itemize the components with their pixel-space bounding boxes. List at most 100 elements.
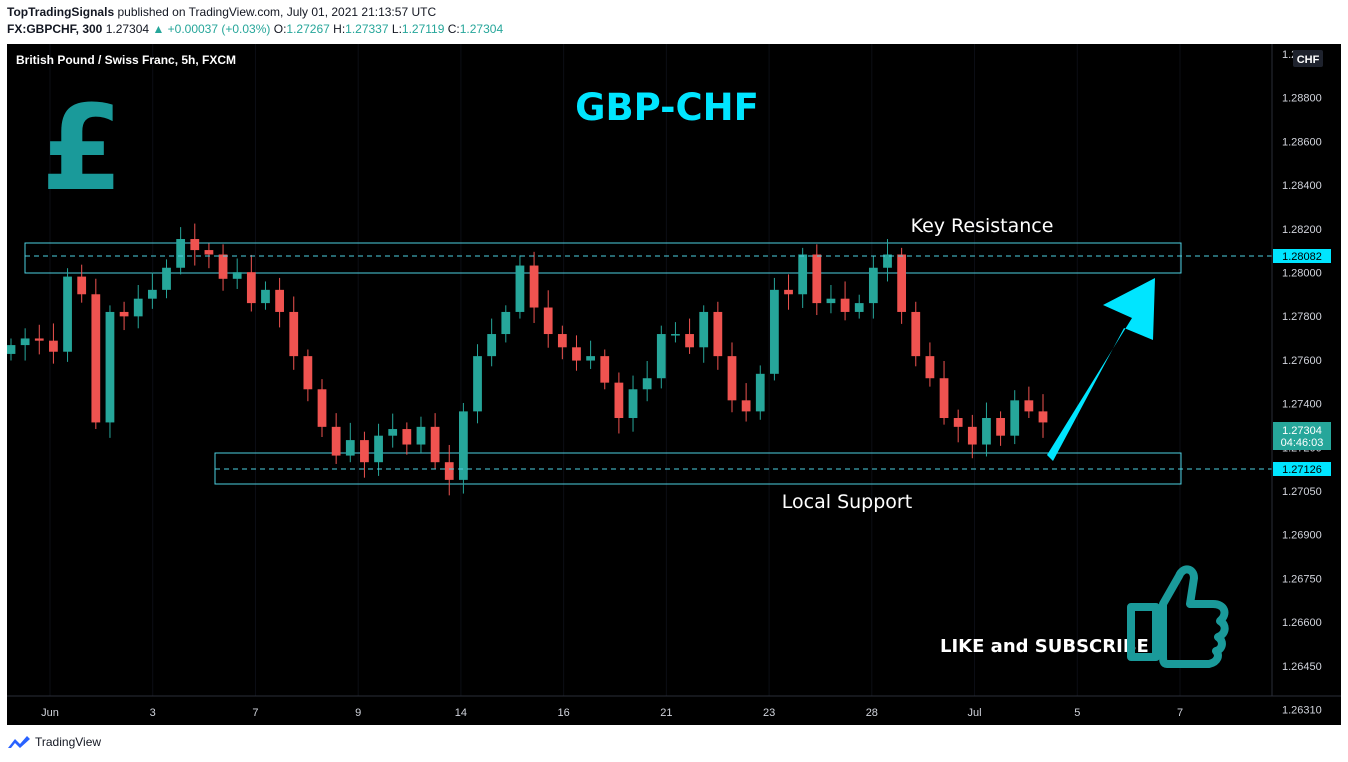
candle-body [939,378,949,419]
candle-body [628,389,638,419]
candle-body [911,311,921,357]
candle-body [459,411,468,480]
time-tick-label: 28 [866,707,878,719]
pair-label: GBP-CHF [575,86,759,129]
low-label: L: [391,22,402,36]
time-tick-label: 23 [763,707,775,719]
candle-body [190,239,200,251]
candle-body [770,289,779,374]
candle-body [840,298,850,312]
open-value: 1.27267 [286,22,330,36]
candle-body [133,298,143,317]
candle-body [543,307,553,335]
currency-badge[interactable] [1293,50,1323,67]
candle-body [77,276,87,295]
time-tick-label: 9 [355,707,361,719]
low-value: 1.27119 [401,22,445,36]
ohlc-bar: FX:GBPCHF, 300 1.27304 ▲ +0.00037 (+0.03… [7,22,503,36]
time-tick-label: 7 [252,707,258,719]
candle-body [473,356,482,412]
candle-body [685,334,694,348]
candle-body [1010,400,1020,436]
candle-body [982,418,991,445]
price-tick-label: 1.26750 [1282,573,1322,585]
price-tick-label: 1.26900 [1282,530,1322,542]
time-tick-label: 16 [558,707,570,719]
candle-body [953,418,963,427]
candle-body [289,311,299,357]
publish-text: published on TradingView.com, July 01, 2… [117,5,437,19]
candle-body [741,400,751,412]
price-axis[interactable]: 1.289901.288001.286001.284001.282001.280… [1282,49,1322,725]
tradingview-logo-icon [8,736,30,748]
close-label: C: [447,22,460,36]
candle-body [416,426,426,445]
price-change: ▲ +0.00037 (+0.03%) [152,22,271,36]
time-axis[interactable]: Jun 3 7 9 14 16 21 23 28 Jul 5 7 [41,707,1183,719]
candle-body [317,389,327,427]
candle-body [798,254,808,295]
chart-title: British Pound / Swiss Franc, 5h, FXCM [16,53,236,67]
candle-body [572,347,581,361]
last-price: 1.27304 [105,22,150,36]
candle-body [20,338,30,346]
footer-brand[interactable]: TradingView [7,735,101,749]
price-tick-label: 1.28600 [1282,136,1322,148]
price-tick-label: 1.28200 [1282,224,1322,236]
candle-body [557,334,567,348]
price-tick-label: 1.26310 [1282,705,1322,717]
cta-label: LIKE and SUBSCRIBE [940,636,1149,657]
candle-body [996,418,1005,436]
time-tick-label: 7 [1177,707,1183,719]
open-label: O: [273,22,287,36]
time-tick-label: 5 [1074,707,1080,719]
candle-body [699,311,709,348]
close-value: 1.27304 [459,22,504,36]
candle-body [529,265,539,308]
price-tick-label: 1.28400 [1282,180,1322,192]
candle-body [105,311,115,423]
candle-body [176,239,186,268]
candle-body [275,289,284,312]
resistance-price-text: 1.28082 [1282,251,1322,263]
candle-body [444,462,454,480]
candle-body [883,254,892,268]
candle-body [430,426,440,463]
candle-body [1024,400,1034,412]
candle-body [925,356,935,379]
candle-body [402,429,412,445]
candle-body [812,254,822,304]
candle-body [204,250,214,255]
publisher-name[interactable]: TopTradingSignals [7,5,115,19]
price-tick-label: 1.28000 [1282,268,1322,280]
chart-panel[interactable]: 1.289901.288001.286001.284001.282001.280… [7,44,1341,725]
footer-brand-text: TradingView [35,735,102,749]
candle-body [360,440,369,463]
candle-body [147,289,157,299]
price-tick-label: 1.27050 [1282,486,1322,498]
candle-body [303,356,313,390]
candle-body [727,356,737,401]
candle-body [586,356,595,361]
publish-info: TopTradingSignals published on TradingVi… [7,5,436,19]
candle-body [501,311,511,335]
countdown-text: 04:46:03 [1281,437,1324,449]
price-tick-label: 1.27800 [1282,311,1322,323]
candle-body [63,276,72,352]
candle-body [374,435,383,463]
price-tick-label: 1.26450 [1282,661,1322,673]
price-chart[interactable]: 1.289901.288001.286001.284001.282001.280… [7,44,1341,725]
candle-body [162,267,171,290]
high-value: 1.27337 [345,22,389,36]
price-tick-label: 1.28800 [1282,93,1322,105]
resistance-zone[interactable] [24,242,1182,274]
candle-body [515,265,525,312]
resistance-label: Key Resistance [911,215,1054,237]
candle-body [331,426,341,456]
candle-body [7,345,16,354]
candle-body [49,340,58,352]
candle-body [246,272,256,304]
support-price-text: 1.27126 [1282,464,1322,476]
candle-body [345,440,355,456]
candle-body [218,254,228,279]
